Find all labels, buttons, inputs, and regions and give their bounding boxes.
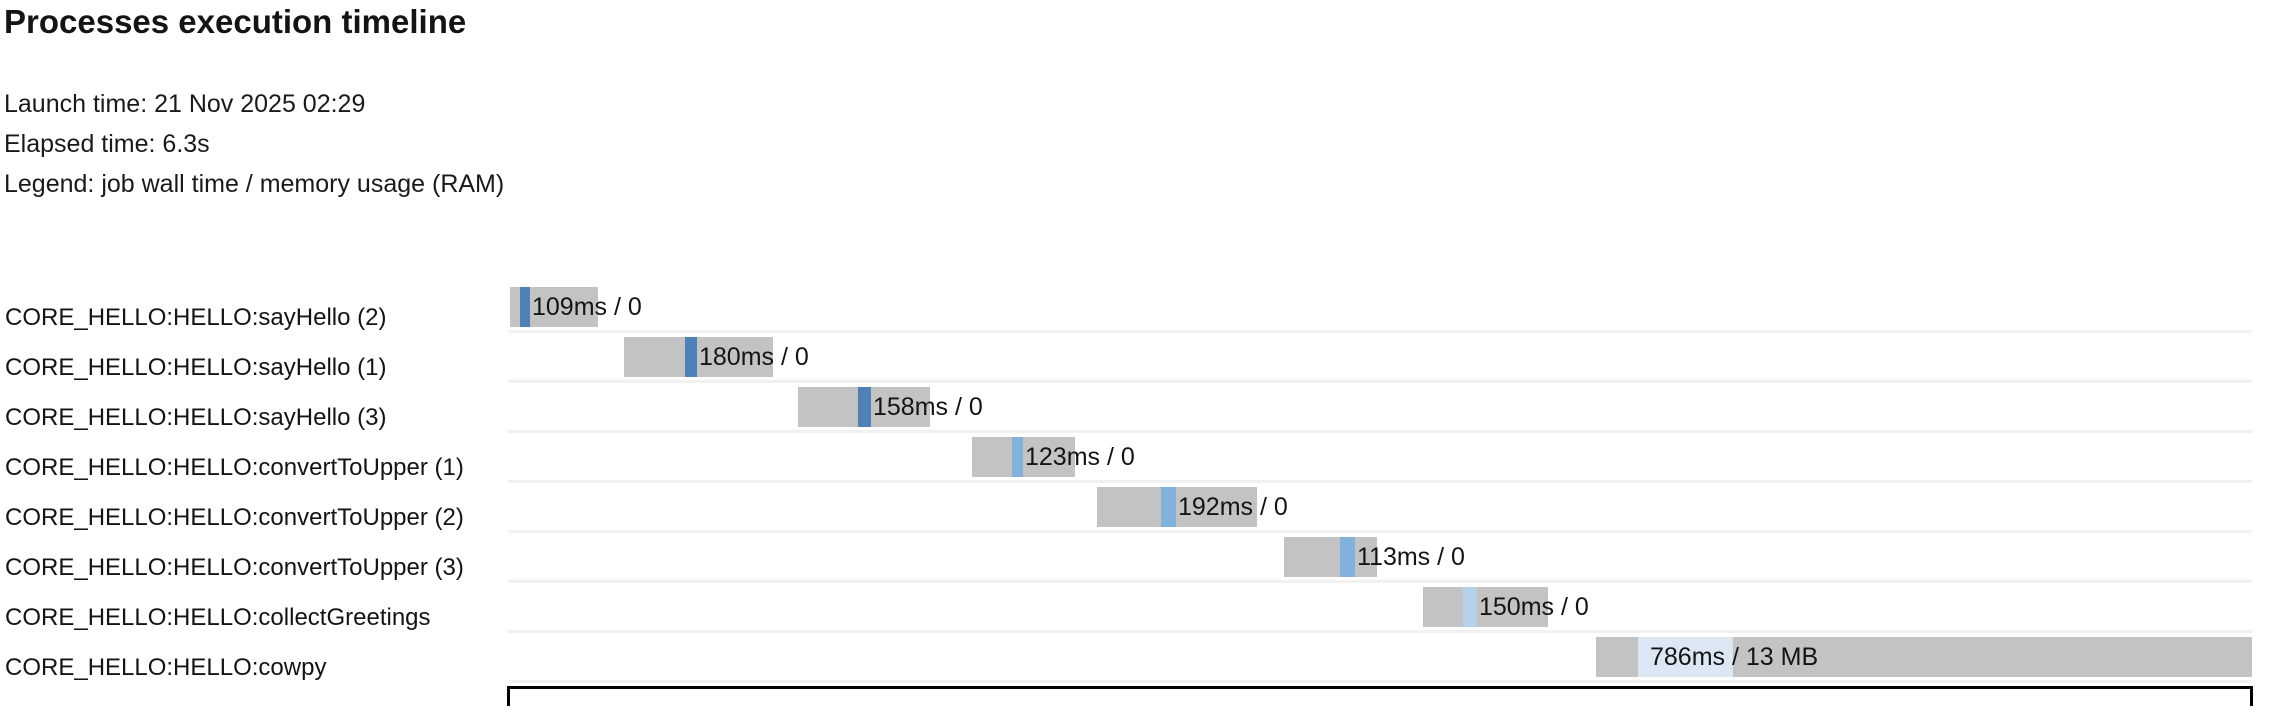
row-separator bbox=[508, 680, 2252, 683]
row-separator bbox=[508, 330, 2252, 333]
process-label: CORE_HELLO:HELLO:convertToUpper (1) bbox=[5, 454, 464, 481]
task-duration-label: 123ms / 0 bbox=[1025, 443, 1135, 471]
task-bar: 786ms / 13 MB bbox=[1596, 637, 2252, 677]
row-separator bbox=[508, 580, 2252, 583]
time-axis-frame bbox=[507, 686, 2253, 706]
page-title: Processes execution timeline bbox=[4, 3, 467, 40]
task-bar: 150ms / 0 bbox=[1423, 587, 1589, 627]
task-run-segment bbox=[685, 337, 697, 377]
task-run-segment bbox=[1340, 537, 1355, 577]
task-duration-label: 786ms / 13 MB bbox=[1650, 643, 1819, 671]
row-separator bbox=[508, 430, 2252, 433]
task-bar: 158ms / 0 bbox=[798, 387, 983, 427]
process-label: CORE_HELLO:HELLO:convertToUpper (3) bbox=[5, 554, 464, 581]
row-separator bbox=[508, 380, 2252, 383]
task-duration-label: 113ms / 0 bbox=[1357, 543, 1465, 571]
process-label: CORE_HELLO:HELLO:convertToUpper (2) bbox=[5, 504, 464, 531]
process-label: CORE_HELLO:HELLO:collectGreetings bbox=[5, 604, 431, 631]
process-label: CORE_HELLO:HELLO:sayHello (3) bbox=[5, 404, 387, 431]
task-bar: 109ms / 0 bbox=[510, 287, 642, 327]
process-label: CORE_HELLO:HELLO:sayHello (2) bbox=[5, 304, 387, 331]
task-duration-label: 180ms / 0 bbox=[699, 343, 809, 371]
task-bar: 123ms / 0 bbox=[972, 437, 1135, 477]
elapsed-time-text: Elapsed time: 6.3s bbox=[4, 130, 210, 158]
process-label: CORE_HELLO:HELLO:sayHello (1) bbox=[5, 354, 387, 381]
task-duration-label: 109ms / 0 bbox=[532, 293, 642, 321]
launch-time-text: Launch time: 21 Nov 2025 02:29 bbox=[4, 90, 366, 118]
report-meta: Launch time: 21 Nov 2025 02:29 Elapsed t… bbox=[4, 84, 504, 204]
row-separator bbox=[508, 530, 2252, 533]
task-run-segment bbox=[1638, 637, 1733, 677]
task-run-segment bbox=[1012, 437, 1023, 477]
task-run-segment bbox=[858, 387, 871, 427]
task-run-segment bbox=[1463, 587, 1477, 627]
row-separator bbox=[508, 480, 2252, 483]
task-bar: 180ms / 0 bbox=[624, 337, 809, 377]
task-duration-label: 158ms / 0 bbox=[873, 393, 983, 421]
task-duration-label: 192ms / 0 bbox=[1178, 493, 1288, 521]
task-bar: 113ms / 0 bbox=[1284, 537, 1465, 577]
row-separator bbox=[508, 630, 2252, 633]
legend-text: Legend: job wall time / memory usage (RA… bbox=[4, 170, 505, 198]
process-label: CORE_HELLO:HELLO:cowpy bbox=[5, 654, 327, 681]
task-run-segment bbox=[520, 287, 530, 327]
task-bar: 192ms / 0 bbox=[1097, 487, 1288, 527]
task-run-segment bbox=[1161, 487, 1176, 527]
task-duration-label: 150ms / 0 bbox=[1479, 593, 1589, 621]
